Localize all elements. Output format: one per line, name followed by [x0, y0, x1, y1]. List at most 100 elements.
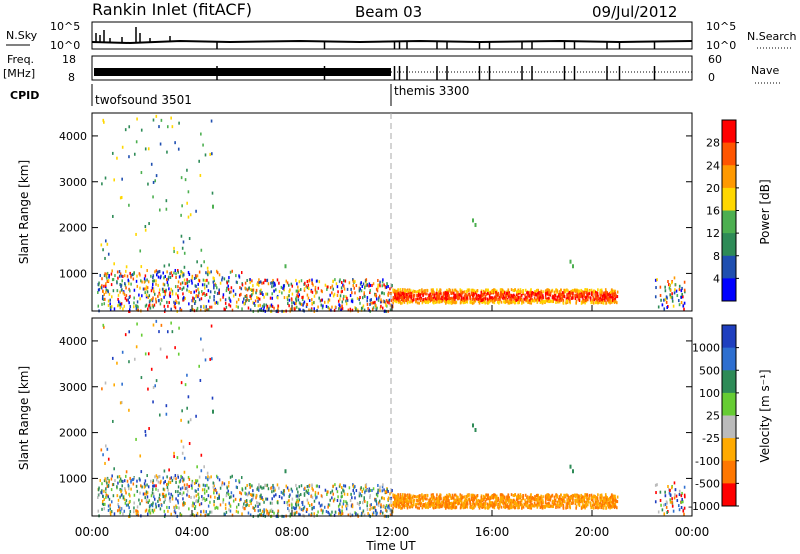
data-cell: [508, 291, 511, 295]
data-cell: [252, 506, 254, 510]
data-cell: [416, 498, 418, 502]
data-cell: [354, 496, 356, 500]
data-cell: [224, 308, 226, 312]
data-cell: [395, 502, 398, 506]
data-cell: [527, 291, 529, 295]
data-cell: [596, 501, 599, 505]
data-cell: [408, 496, 411, 500]
data-cell: [145, 295, 148, 299]
data-cell: [222, 498, 225, 502]
data-cell: [406, 495, 409, 499]
data-cell: [427, 295, 430, 299]
data-cell: [466, 505, 469, 509]
data-cell: [412, 494, 415, 498]
data-cell: [128, 203, 130, 207]
data-cell: [204, 279, 207, 283]
data-cell: [669, 488, 671, 492]
data-cell: [328, 307, 331, 311]
data-cell: [114, 274, 116, 278]
data-cell: [200, 297, 203, 301]
data-cell: [173, 451, 175, 455]
data-cell: [533, 299, 536, 303]
data-cell: [483, 504, 485, 508]
data-cell: [97, 304, 100, 308]
data-cell: [611, 288, 613, 292]
data-cell: [562, 298, 565, 302]
data-cell: [288, 488, 290, 492]
data-cell: [537, 296, 539, 300]
data-cell: [107, 278, 110, 282]
data-cell: [273, 289, 275, 293]
data-cell: [109, 503, 111, 507]
data-cell: [447, 292, 449, 296]
data-cell: [161, 492, 164, 496]
data-cell: [577, 297, 580, 301]
data-cell: [380, 503, 382, 507]
data-cell: [453, 493, 456, 497]
data-cell: [182, 240, 185, 244]
data-cell: [568, 499, 571, 503]
data-cell: [599, 296, 602, 300]
data-cell: [227, 279, 230, 283]
data-cell: [389, 287, 391, 291]
data-cell: [395, 297, 398, 301]
data-cell: [463, 495, 466, 499]
data-cell: [144, 433, 147, 437]
data-cell: [448, 504, 451, 508]
data-cell: [409, 505, 411, 509]
data-cell: [451, 296, 453, 300]
data-cell: [121, 484, 123, 488]
data-cell: [372, 282, 375, 286]
data-cell: [563, 294, 565, 298]
data-cell: [342, 297, 345, 301]
data-cell: [148, 499, 151, 503]
data-cell: [579, 499, 582, 503]
colorbar-segment: [722, 325, 736, 349]
data-cell: [576, 500, 578, 504]
data-cell: [296, 487, 298, 491]
data-cell: [590, 288, 593, 292]
data-cell: [174, 490, 177, 494]
data-cell: [607, 298, 609, 302]
data-cell: [295, 299, 298, 303]
data-cell: [302, 302, 305, 306]
data-cell: [256, 282, 258, 286]
data-cell: [120, 490, 122, 494]
data-cell: [140, 376, 143, 380]
data-cell: [200, 308, 202, 312]
data-cell: [299, 507, 302, 511]
data-cell: [321, 511, 324, 515]
data-cell: [235, 304, 238, 308]
data-cell: [452, 291, 455, 295]
data-cell: [255, 288, 258, 292]
data-cell: [404, 294, 407, 298]
data-cell: [498, 506, 500, 510]
data-cell: [518, 299, 520, 303]
data-cell: [614, 502, 617, 506]
data-cell: [546, 299, 549, 303]
data-cell: [444, 506, 447, 510]
data-cell: [428, 498, 431, 502]
data-cell: [345, 504, 347, 508]
data-cell: [517, 289, 520, 293]
data-cell: [396, 501, 399, 505]
data-cell: [297, 298, 300, 302]
data-cell: [132, 272, 135, 276]
data-cell: [119, 507, 122, 511]
data-cell: [135, 484, 138, 488]
data-cell: [104, 176, 107, 180]
data-cell: [137, 305, 139, 309]
data-cell: [572, 501, 574, 505]
data-cell: [248, 298, 250, 302]
data-cell: [249, 278, 251, 282]
data-cell: [154, 384, 157, 388]
data-cell: [399, 501, 402, 505]
data-cell: [444, 500, 447, 504]
data-cell: [221, 276, 224, 280]
data-cell: [350, 492, 352, 496]
data-cell: [394, 498, 396, 502]
data-cell: [489, 291, 492, 295]
data-cell: [223, 277, 226, 281]
data-cell: [473, 289, 476, 293]
